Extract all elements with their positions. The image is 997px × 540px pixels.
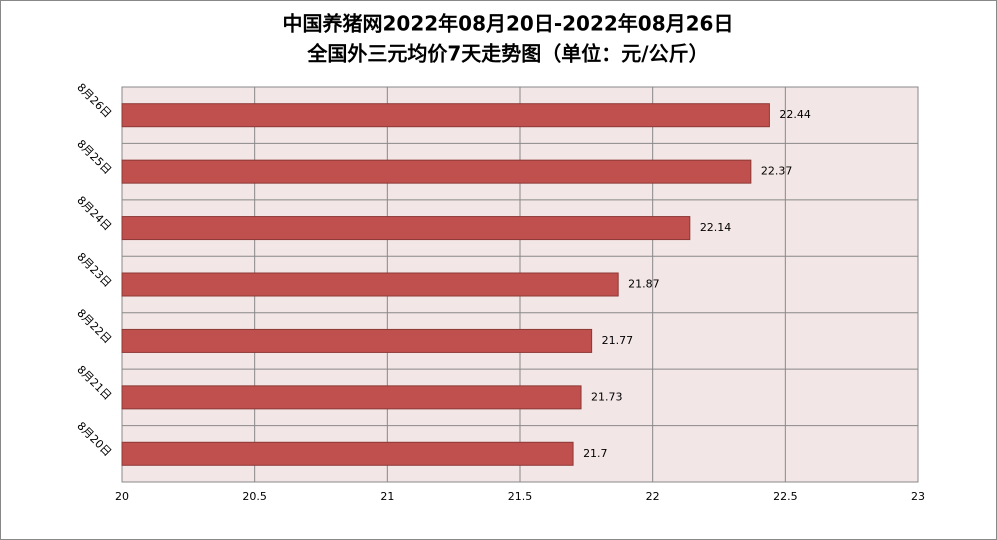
value-label: 22.37 bbox=[761, 165, 793, 178]
bar bbox=[121, 272, 619, 297]
x-tick-label: 22 bbox=[646, 490, 660, 503]
x-tick-label: 23 bbox=[911, 490, 925, 503]
value-label: 22.44 bbox=[779, 108, 811, 121]
x-tick-label: 21.5 bbox=[508, 490, 533, 503]
x-tick-label: 20.5 bbox=[242, 490, 267, 503]
chart-subtitle: 全国外三元均价7天走势图（单位：元/公斤） bbox=[306, 42, 708, 66]
bar bbox=[121, 103, 770, 128]
value-label: 21.77 bbox=[602, 334, 634, 347]
bar bbox=[121, 216, 691, 241]
x-tick-label: 21 bbox=[380, 490, 394, 503]
x-tick-label: 20 bbox=[115, 490, 129, 503]
value-label: 21.7 bbox=[583, 447, 608, 460]
bar bbox=[121, 159, 752, 184]
bar bbox=[121, 385, 582, 410]
value-label: 21.87 bbox=[628, 278, 660, 291]
bar bbox=[121, 328, 593, 353]
bar bbox=[121, 441, 574, 466]
x-tick-label: 22.5 bbox=[773, 490, 798, 503]
value-label: 22.14 bbox=[700, 221, 732, 234]
chart-title: 中国养猪网2022年08月20日-2022年08月26日 bbox=[283, 12, 734, 36]
value-label: 21.73 bbox=[591, 390, 623, 403]
